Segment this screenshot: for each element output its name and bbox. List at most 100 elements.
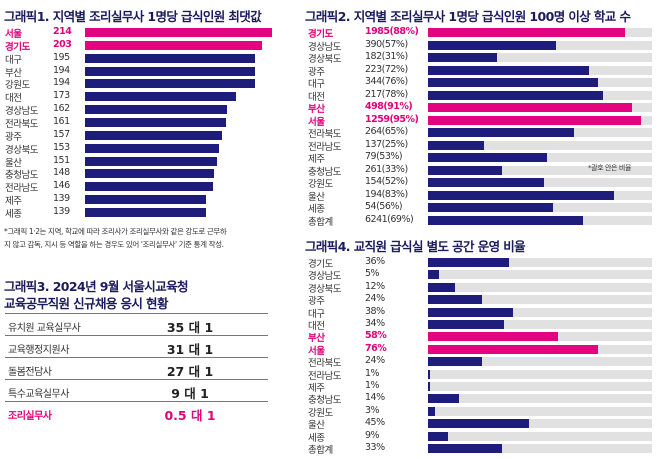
bar-row: 부산 194 [5, 64, 275, 79]
bar-row: 제주 139 [5, 193, 275, 207]
value-label: 390(57%) [365, 38, 408, 50]
bar-row: 경상남도 162 [5, 103, 275, 117]
value-label: 148 [53, 167, 70, 179]
bar [428, 190, 614, 200]
category-label: 서울 [308, 116, 325, 128]
value-label: 1259(95%) [365, 113, 419, 125]
value-label: 344(76%) [365, 76, 408, 87]
bar-track [428, 369, 652, 379]
value-label: 9% [365, 429, 380, 441]
bar-row: 서울 214 [5, 26, 275, 40]
bar-row: 울산 45% [308, 417, 658, 431]
bar-track [428, 382, 652, 391]
bar-row: 전라북도 161 [5, 115, 275, 130]
bar-row: 충청남도 261(33%) [308, 164, 658, 178]
category-label: 부산 [5, 67, 22, 79]
value-label: 5% [365, 268, 380, 280]
bar [428, 332, 558, 342]
category-label: 전라남도 [308, 141, 341, 153]
category-label: 강원도 [308, 407, 333, 419]
category-label: 경기도 [308, 29, 333, 40]
value-label: 154(52%) [365, 176, 408, 187]
bar [85, 156, 217, 166]
value-label: 137(25%) [365, 138, 408, 150]
bar [428, 178, 545, 187]
value-label: 194 [53, 64, 70, 76]
category-label: 경상북도 [308, 54, 341, 65]
value-label: 1% [365, 380, 380, 391]
category-label: 울산 [5, 157, 22, 169]
value-label: 24% [365, 293, 385, 305]
bar-track [428, 53, 652, 62]
value-label: 223(72%) [365, 63, 408, 75]
value-label: 79(53%) [365, 151, 403, 162]
category-label: 전라남도 [308, 370, 341, 382]
value-label: 36% [365, 256, 385, 267]
competition-ratio: 9 대 1 [171, 386, 209, 401]
competition-ratio: 0.5 대 1 [164, 408, 216, 423]
category-label: 전라북도 [308, 358, 341, 370]
bar-track [428, 444, 652, 453]
bar-track [428, 270, 652, 280]
bar-row: 대구 344(76%) [308, 76, 658, 90]
bar-row: 대전 34% [308, 318, 658, 332]
table-row: 돌봄전담사 27 대 1 [5, 357, 268, 379]
bar-row: 광주 223(72%) [308, 63, 658, 78]
bar-row: 경기도 1985(88%) [308, 26, 658, 40]
bar [428, 406, 435, 416]
value-label: 194(83%) [365, 188, 408, 200]
bar-row: 충청남도 14% [308, 392, 658, 407]
bar [428, 128, 574, 137]
bar-row: 울산 151 [5, 155, 275, 169]
bar-row: 강원도 154(52%) [308, 176, 658, 190]
category-label: 전라북도 [5, 118, 38, 130]
bar-row: 경상북도 182(31%) [308, 51, 658, 65]
bar [428, 203, 554, 212]
value-label: 24% [365, 355, 385, 367]
bar-track [428, 165, 652, 175]
bar [428, 344, 599, 354]
chart3-title-line1: 그래픽3. 2024년 9월 서울시교육청 [4, 279, 188, 294]
bar-track [428, 406, 652, 416]
category-label: 서울 [5, 29, 22, 40]
category-label: 부산 [308, 104, 325, 115]
value-label: 6241(69%) [365, 213, 414, 225]
value-label: 203 [53, 38, 72, 50]
value-label: 264(65%) [365, 126, 408, 137]
bar-track [428, 394, 652, 404]
value-label: 161 [53, 115, 70, 127]
bar-row: 광주 24% [308, 293, 658, 307]
job-title: 유치원 교육실무사 [8, 323, 81, 334]
table-row: 유치원 교육실무사 35 대 1 [5, 313, 268, 335]
value-label: 58% [365, 330, 387, 342]
bar-row: 대구 38% [308, 306, 658, 320]
bar-row: 제주 79(53%) [308, 151, 658, 165]
bar [428, 215, 583, 225]
value-label: 157 [53, 128, 70, 140]
value-label: 34% [365, 318, 385, 329]
value-label: 182(31%) [365, 51, 408, 62]
value-label: 195 [53, 51, 70, 63]
bar [85, 79, 255, 89]
bar-row: 경상북도 12% [308, 281, 658, 295]
category-label: 제주 [308, 154, 325, 165]
value-label: 146 [53, 180, 70, 192]
chart3-title-line2: 교육공무직원 신규채용 응시 현황 [4, 296, 168, 311]
category-label: 세종 [308, 432, 325, 444]
bar [85, 66, 255, 76]
category-label: 대구 [308, 79, 325, 90]
bar-row: 광주 157 [5, 128, 275, 143]
category-label: 충청남도 [308, 395, 341, 407]
bar-row: 세종 54(56%) [308, 201, 658, 215]
category-label: 세종 [308, 204, 325, 215]
bar-track [428, 140, 652, 150]
competition-ratio: 35 대 1 [166, 320, 214, 335]
category-label: 대전 [308, 91, 325, 103]
value-label: 3% [365, 404, 380, 416]
category-label: 충청남도 [5, 170, 38, 182]
bar-row: 총합계 6241(69%) [308, 213, 658, 228]
value-label: 173 [53, 90, 70, 102]
category-label: 전라북도 [308, 129, 341, 140]
bar [85, 105, 227, 115]
bar-track [428, 419, 652, 429]
